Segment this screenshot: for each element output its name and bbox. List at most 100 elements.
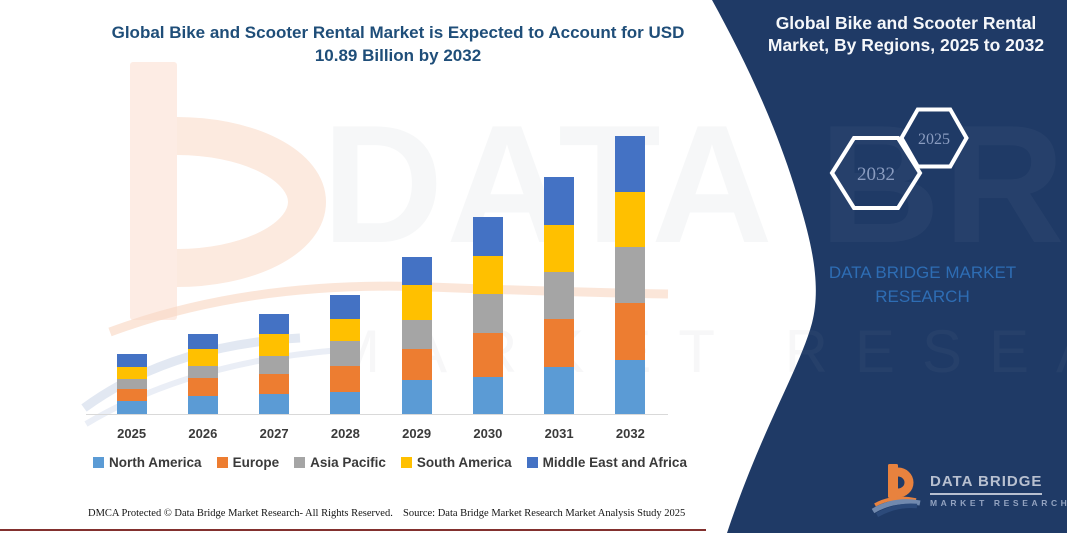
legend-item-europe: Europe: [216, 455, 280, 470]
bar-segment-2025-north-america: [116, 401, 147, 414]
legend-swatch-icon: [294, 457, 306, 468]
bar-column-2028: [310, 130, 381, 414]
hexagon-2032-label: 2032: [857, 164, 895, 185]
legend-swatch-icon: [400, 457, 412, 468]
bar-segment-2025-asia-pacific: [116, 379, 147, 390]
bar-segment-2025-europe: [116, 389, 147, 401]
bar-segment-2030-europe: [472, 333, 503, 377]
legend-item-asia-pacific: Asia Pacific: [294, 455, 386, 470]
year-hexagons: 2032 2025: [829, 107, 969, 210]
bar-segment-2032-north-america: [615, 359, 646, 414]
bar-column-2026: [167, 130, 238, 414]
company-logo-text: DATA BRIDGE MARKET RESEARCH: [930, 473, 1067, 508]
bar-segment-2028-south-america: [330, 319, 361, 341]
legend-label: South America: [416, 455, 512, 470]
bar-segment-2032-middle-east-and-africa: [615, 135, 646, 192]
x-axis-labels: 2025 2026 2027 2028 2029 2030 2031 2032: [96, 426, 666, 441]
hexagon-2025-label: 2025: [918, 131, 950, 148]
legend-label: Asia Pacific: [310, 455, 386, 470]
x-axis-label-2027: 2027: [259, 426, 289, 441]
stacked-bar-2028: [330, 295, 361, 414]
bar-segment-2031-asia-pacific: [544, 272, 575, 320]
bar-segment-2029-asia-pacific: [401, 319, 432, 349]
chart-title: Global Bike and Scooter Rental Market is…: [95, 21, 701, 67]
footer-dmca-text: DMCA Protected © Data Bridge Market Rese…: [88, 508, 393, 519]
bar-segment-2030-north-america: [472, 376, 503, 414]
bar-segment-2030-south-america: [472, 255, 503, 295]
bar-segment-2027-middle-east-and-africa: [259, 314, 290, 334]
x-axis-line: [86, 414, 668, 415]
bar-segment-2028-north-america: [330, 391, 361, 414]
bar-column-2030: [452, 130, 523, 414]
bar-segment-2031-europe: [544, 319, 575, 368]
legend-item-south-america: South America: [400, 455, 512, 470]
x-axis-label-2028: 2028: [330, 426, 360, 441]
stacked-bar-2025: [116, 354, 147, 414]
chart-title-line2: 10.89 Billion by 2032: [314, 46, 482, 65]
bar-segment-2032-asia-pacific: [615, 247, 646, 304]
bar-segment-2026-middle-east-and-africa: [187, 334, 218, 350]
hexagon-2032: [829, 136, 923, 210]
legend-item-north-america: North America: [93, 455, 202, 470]
bar-segment-2029-middle-east-and-africa: [401, 256, 432, 285]
bar-segment-2029-south-america: [401, 284, 432, 320]
bar-column-2027: [239, 130, 310, 414]
bar-chart-plot-area: [96, 130, 666, 414]
bar-segment-2031-north-america: [544, 367, 575, 414]
stacked-bar-2029: [401, 256, 432, 414]
bar-segment-2029-north-america: [401, 380, 432, 414]
bar-segment-2026-north-america: [187, 395, 218, 414]
panel-heading-line1: Global Bike and Scooter Rental: [775, 13, 1037, 33]
hexagon-2025: [899, 107, 969, 169]
x-axis-label-2032: 2032: [615, 426, 645, 441]
panel-heading-line2: Market, By Regions, 2025 to 2032: [767, 35, 1045, 55]
legend-label: North America: [109, 455, 202, 470]
bar-segment-2028-europe: [330, 366, 361, 392]
chart-title-line1: Global Bike and Scooter Rental Market is…: [111, 23, 685, 42]
bar-segment-2031-south-america: [544, 225, 575, 273]
bar-segment-2030-middle-east-and-africa: [472, 216, 503, 256]
bar-segment-2025-middle-east-and-africa: [116, 354, 147, 367]
stacked-bar-2032: [615, 135, 646, 414]
company-logo-subtitle: MARKET RESEARCH: [930, 498, 1067, 508]
stacked-bar-2031: [544, 177, 575, 414]
x-axis-label-2029: 2029: [402, 426, 432, 441]
legend-item-middle-east-and-africa: Middle East and Africa: [526, 455, 687, 470]
footer-divider-line: [0, 529, 706, 531]
stacked-bar-2030: [472, 216, 503, 414]
x-axis-label-2031: 2031: [544, 426, 574, 441]
x-axis-label-2026: 2026: [188, 426, 218, 441]
bar-segment-2026-asia-pacific: [187, 365, 218, 378]
bar-segment-2032-south-america: [615, 191, 646, 248]
chart-legend: North America Europe Asia Pacific South Ame…: [93, 455, 687, 470]
panel-heading: Global Bike and Scooter Rental Market, B…: [756, 12, 1056, 56]
x-axis-label-2025: 2025: [117, 426, 147, 441]
panel-brand-line1: DATA BRIDGE MARKET: [828, 263, 1017, 282]
bar-segment-2032-europe: [615, 303, 646, 360]
bar-segment-2027-europe: [259, 374, 290, 395]
stacked-bar-2027: [259, 314, 290, 414]
company-logo-name: DATA BRIDGE: [930, 473, 1042, 495]
bar-segment-2028-asia-pacific: [330, 340, 361, 367]
bar-segment-2029-europe: [401, 348, 432, 380]
bar-segment-2026-europe: [187, 377, 218, 396]
bar-segment-2030-asia-pacific: [472, 294, 503, 334]
bar-column-2025: [96, 130, 167, 414]
bar-column-2032: [595, 130, 666, 414]
bar-segment-2026-south-america: [187, 349, 218, 366]
legend-swatch-icon: [526, 457, 538, 468]
bar-segment-2027-north-america: [259, 394, 290, 414]
bar-segment-2027-south-america: [259, 333, 290, 356]
legend-swatch-icon: [93, 457, 105, 468]
company-logo-mark-icon: [871, 464, 921, 517]
bar-segment-2025-south-america: [116, 366, 147, 380]
footer-source-text: Source: Data Bridge Market Research Mark…: [403, 508, 686, 519]
bar-segment-2028-middle-east-and-africa: [330, 295, 361, 320]
bar-segment-2031-middle-east-and-africa: [544, 177, 575, 226]
panel-brand-text: DATA BRIDGE MARKET RESEARCH: [795, 261, 1050, 308]
x-axis-label-2030: 2030: [473, 426, 503, 441]
legend-label: Europe: [232, 455, 280, 470]
bar-column-2031: [524, 130, 595, 414]
